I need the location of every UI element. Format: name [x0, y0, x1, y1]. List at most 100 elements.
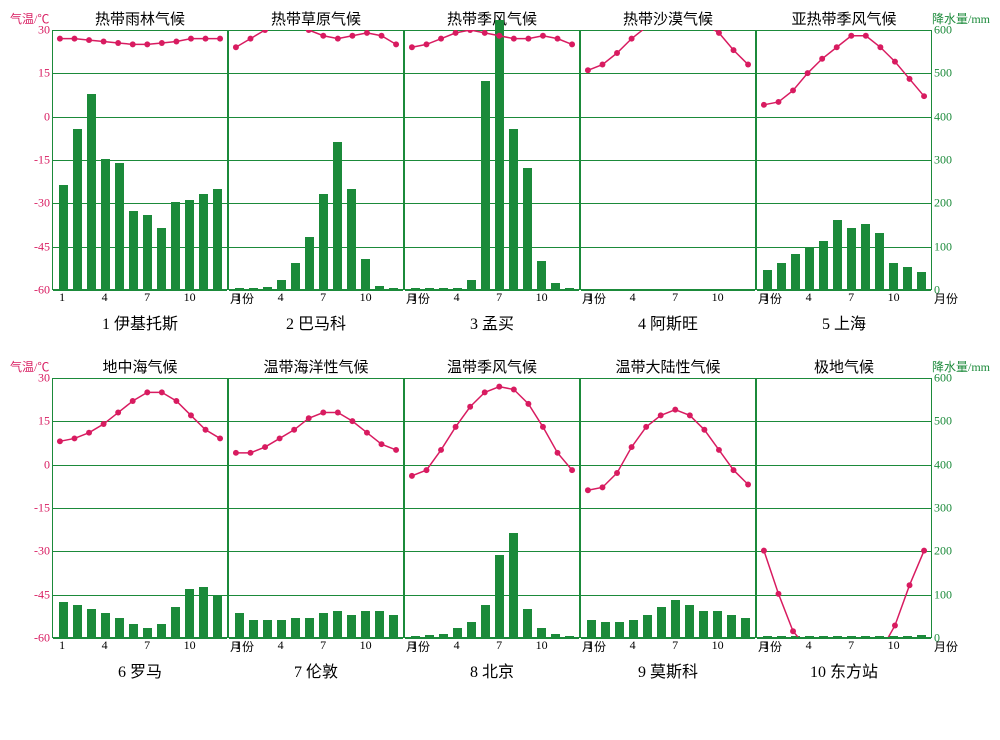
precip-bar: [643, 289, 652, 290]
precip-bar: [171, 202, 180, 289]
panel-caption: 7 伦敦: [228, 658, 404, 682]
precip-bar: [551, 634, 560, 637]
precip-bar: [213, 189, 222, 289]
precip-bars: [757, 30, 931, 289]
caption-city: 东方站: [830, 664, 878, 681]
precip-bar: [791, 254, 800, 289]
left-tick: -15: [34, 501, 50, 516]
precip-bar: [453, 628, 462, 637]
x-tick: [168, 290, 182, 308]
x-tick: 4: [626, 290, 640, 308]
precip-bar: [467, 280, 476, 289]
precip-bar: [671, 289, 680, 290]
panel-climate-title: 热带季风气候: [404, 10, 580, 30]
right-tick: 100: [934, 239, 952, 254]
panel-caption: 6 罗马: [52, 658, 228, 682]
precip-bars: [581, 30, 755, 289]
precip-bar: [551, 283, 560, 290]
x-tick: [520, 290, 534, 308]
caption-number: 1: [102, 316, 110, 333]
x-tick: [478, 638, 492, 656]
x-tick: 7: [140, 290, 154, 308]
precip-bar: [199, 194, 208, 289]
x-tick: [83, 290, 97, 308]
x-tick: 4: [274, 638, 288, 656]
left-tick: 30: [38, 371, 50, 386]
precip-bar: [523, 168, 532, 289]
x-tick: 10: [711, 290, 725, 308]
precip-bar: [875, 636, 884, 637]
right-tick: 600: [934, 371, 952, 386]
x-tick: 7: [668, 638, 682, 656]
precip-bars: [229, 30, 403, 289]
x-tick: [787, 638, 801, 656]
x-tick: [597, 638, 611, 656]
panel-caption: 3 孟买: [404, 310, 580, 334]
right-tick: 400: [934, 457, 952, 472]
x-tick: [506, 638, 520, 656]
panel-climate-title: 温带海洋性气候: [228, 358, 404, 378]
x-tick: 10: [359, 290, 373, 308]
precip-bar: [347, 615, 356, 637]
x-tick: [197, 290, 211, 308]
precip-bar: [629, 620, 638, 637]
panel-caption: 10 东方站: [756, 658, 932, 682]
right-tick: 500: [934, 414, 952, 429]
precip-bar: [171, 607, 180, 637]
precip-bar: [601, 289, 610, 290]
x-tick: 10: [711, 638, 725, 656]
precip-bar: [875, 233, 884, 289]
x-tick: [330, 290, 344, 308]
precip-bar: [587, 289, 596, 290]
x-tick: [330, 638, 344, 656]
panel-caption: 8 北京: [404, 658, 580, 682]
climate-panel: 温带大陆性气候14710月份9 莫斯科: [580, 358, 756, 682]
x-tick: [915, 638, 929, 656]
plot-area: [228, 378, 404, 638]
x-tick: [640, 638, 654, 656]
precip-bar: [143, 215, 152, 289]
x-tick: 7: [844, 638, 858, 656]
x-tick: 7: [316, 290, 330, 308]
x-tick: [464, 290, 478, 308]
x-tick: [245, 290, 259, 308]
caption-city: 伊基托斯: [114, 316, 178, 333]
plot-area: [404, 30, 580, 290]
x-tick: [211, 290, 225, 308]
precip-bar: [727, 615, 736, 637]
right-tick: 500: [934, 66, 952, 81]
climate-panel: 热带沙漠气候14710月份4 阿斯旺: [580, 10, 756, 334]
precip-bar: [235, 288, 244, 289]
plot-area: [52, 378, 228, 638]
right-tick: 100: [934, 587, 952, 602]
panel-climate-title: 温带大陆性气候: [580, 358, 756, 378]
x-tick: [901, 290, 915, 308]
x-tick: [915, 290, 929, 308]
x-tick: 7: [316, 638, 330, 656]
x-tick: 4: [274, 290, 288, 308]
panel-climate-title: 极地气候: [756, 358, 932, 378]
x-tick: 4: [802, 290, 816, 308]
caption-city: 阿斯旺: [650, 316, 698, 333]
precip-bar: [375, 286, 384, 289]
precip-bar: [425, 288, 434, 289]
x-tick: [858, 290, 872, 308]
precip-bar: [685, 289, 694, 290]
x-tick: [773, 290, 787, 308]
x-labels: 14710月份: [756, 290, 932, 308]
precip-bar: [115, 618, 124, 638]
right-axis: 降水量/mm6005004003002001000: [932, 10, 990, 290]
x-tick: [154, 638, 168, 656]
caption-city: 罗马: [130, 664, 162, 681]
x-tick: [611, 290, 625, 308]
x-tick: [421, 290, 435, 308]
left-tick: 0: [44, 109, 50, 124]
precip-bar: [903, 267, 912, 289]
precip-bar: [439, 634, 448, 637]
precip-bar: [73, 129, 82, 289]
precip-bar: [601, 622, 610, 637]
precip-bar: [643, 615, 652, 637]
precip-bar: [453, 288, 462, 289]
precip-bar: [741, 618, 750, 638]
x-tick: 1: [583, 290, 597, 308]
